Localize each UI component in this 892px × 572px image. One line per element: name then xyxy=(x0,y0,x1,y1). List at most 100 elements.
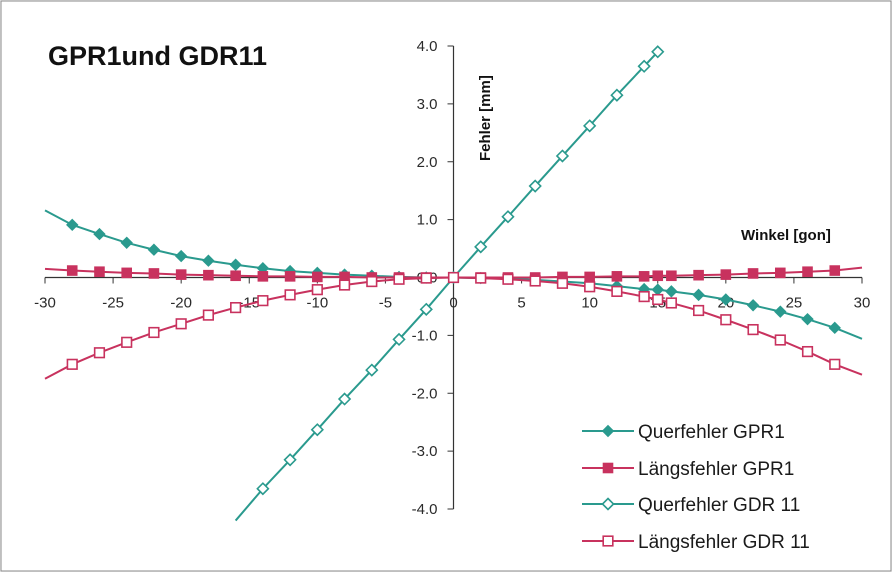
y-tick-label: 2.0 xyxy=(417,154,438,171)
data-point xyxy=(230,301,242,314)
data-point xyxy=(120,236,133,249)
data-point xyxy=(93,227,106,241)
data-point xyxy=(638,290,650,303)
data-point xyxy=(338,279,351,291)
series-4 xyxy=(44,271,863,380)
y-axis-label: Fehler [mm] xyxy=(477,75,494,161)
data-point xyxy=(665,285,678,298)
data-point xyxy=(746,299,760,312)
data-point xyxy=(175,318,187,330)
data-point xyxy=(719,293,733,306)
data-point xyxy=(66,218,79,232)
data-point xyxy=(121,267,133,279)
data-point xyxy=(747,323,759,336)
data-point xyxy=(420,272,432,284)
data-point xyxy=(202,309,215,321)
data-point xyxy=(665,297,677,309)
x-tick-label: -25 xyxy=(102,295,124,312)
x-tick-label: 10 xyxy=(581,295,598,312)
y-tick-label: 3.0 xyxy=(417,96,438,113)
data-point xyxy=(829,265,841,276)
data-point xyxy=(447,271,460,284)
y-tick-label: -4.0 xyxy=(412,501,438,518)
legend-label: Querfehler GPR1 xyxy=(638,422,785,443)
y-tick-label: 4.0 xyxy=(417,38,438,55)
data-point xyxy=(584,281,596,293)
data-point xyxy=(175,269,187,280)
y-tick-label: -1.0 xyxy=(412,327,438,344)
data-point xyxy=(66,265,78,276)
data-point xyxy=(651,45,665,59)
data-point xyxy=(93,347,106,359)
data-point xyxy=(147,243,161,256)
data-point xyxy=(174,249,188,263)
y-tick-label: -2.0 xyxy=(412,385,438,402)
data-point xyxy=(801,312,814,326)
y-tick-label: -3.0 xyxy=(412,443,438,460)
data-point xyxy=(556,277,569,289)
data-point xyxy=(828,321,841,335)
x-tick-label: 25 xyxy=(786,295,803,312)
data-point xyxy=(256,482,270,496)
legend-label: Längsfehler GDR 11 xyxy=(638,532,810,553)
legend-label: Querfehler GDR 11 xyxy=(638,495,800,516)
data-point xyxy=(337,392,352,406)
data-point xyxy=(652,270,664,282)
data-point xyxy=(121,336,133,348)
data-point xyxy=(584,271,595,283)
data-point xyxy=(312,271,323,283)
data-point xyxy=(392,332,406,347)
data-point xyxy=(637,59,651,73)
data-point xyxy=(284,289,296,301)
data-point xyxy=(801,345,814,358)
data-point xyxy=(720,314,732,326)
data-point xyxy=(283,453,297,467)
data-point xyxy=(257,271,269,282)
x-tick-label: -5 xyxy=(379,295,392,312)
data-point xyxy=(230,270,241,282)
data-point xyxy=(692,288,705,302)
x-tick-label: -10 xyxy=(306,295,328,312)
data-point xyxy=(610,88,624,102)
data-point xyxy=(775,267,786,279)
x-tick-label: -20 xyxy=(170,295,192,312)
data-point xyxy=(555,149,570,163)
data-point xyxy=(66,358,78,370)
data-point xyxy=(666,270,677,282)
legend-marker xyxy=(601,497,615,511)
data-point xyxy=(502,273,514,285)
data-point xyxy=(774,305,787,318)
data-point xyxy=(311,284,323,296)
data-point xyxy=(148,268,160,279)
data-point xyxy=(747,268,759,279)
data-point xyxy=(419,302,433,316)
data-point xyxy=(474,240,488,254)
plot-area: -30-25-20-15-10-50510152025304.03.02.01.… xyxy=(34,38,871,522)
legend-marker xyxy=(601,424,615,438)
data-point xyxy=(583,119,597,133)
x-tick-label: -15 xyxy=(238,295,260,312)
data-point xyxy=(611,285,623,297)
data-point xyxy=(528,179,542,193)
x-axis-label: Winkel [gon] xyxy=(741,227,831,244)
data-point xyxy=(310,423,324,437)
x-tick-label: 0 xyxy=(449,295,457,312)
data-point xyxy=(638,271,650,282)
legend-label: Längsfehler GPR1 xyxy=(638,459,794,480)
data-point xyxy=(501,210,515,224)
data-point xyxy=(366,275,378,288)
data-point xyxy=(720,269,732,280)
data-point xyxy=(257,295,269,307)
legend-marker xyxy=(602,462,614,474)
x-tick-label: 30 xyxy=(854,295,871,312)
data-point xyxy=(203,269,214,281)
data-point xyxy=(94,266,105,278)
data-point xyxy=(365,363,379,377)
data-point xyxy=(475,272,487,284)
legend-marker xyxy=(602,535,614,547)
series-1 xyxy=(44,209,863,340)
chart-title: GPR1und GDR11 xyxy=(48,41,267,71)
data-point xyxy=(611,271,623,282)
data-point xyxy=(229,258,242,271)
